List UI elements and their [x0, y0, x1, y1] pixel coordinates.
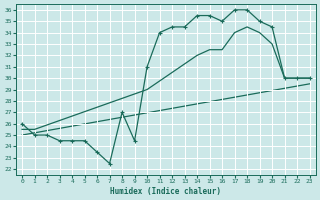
X-axis label: Humidex (Indice chaleur): Humidex (Indice chaleur)	[110, 187, 221, 196]
